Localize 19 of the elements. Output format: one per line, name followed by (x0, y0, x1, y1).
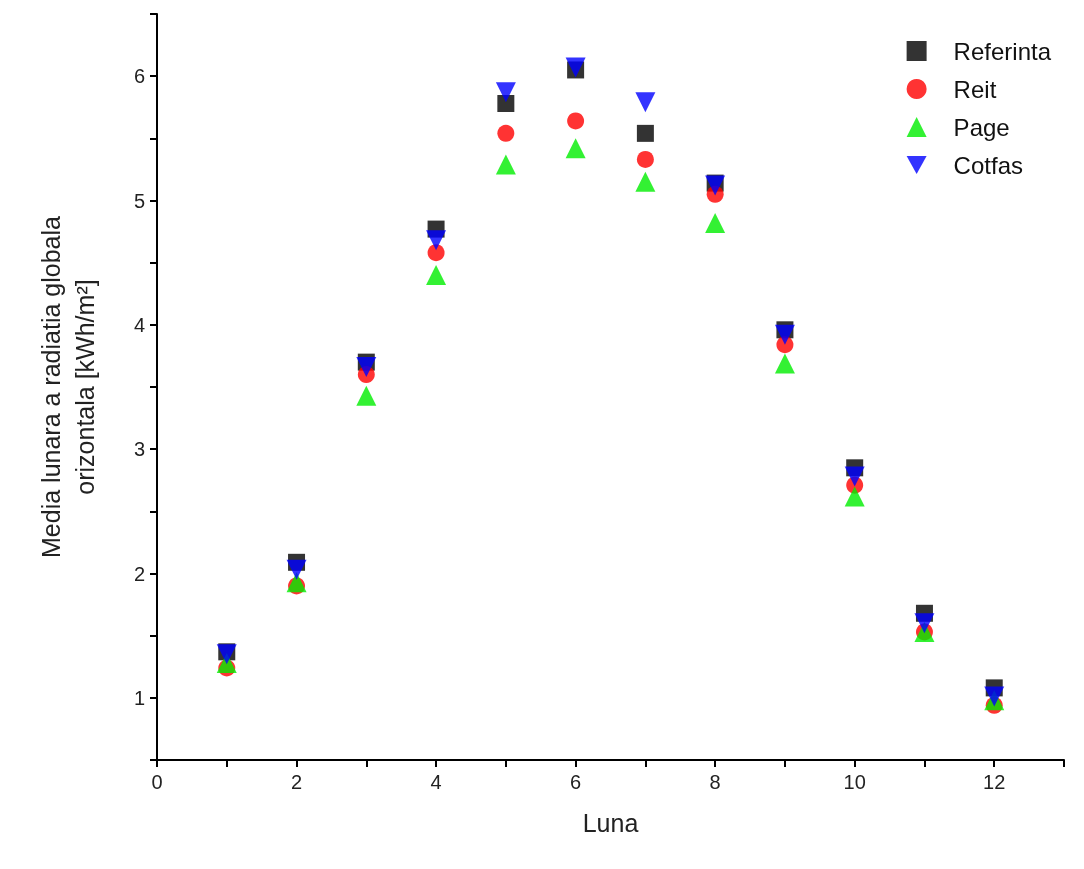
x-tick-label: 10 (843, 771, 866, 793)
legend-label: Page (953, 113, 1010, 141)
y-tick-label: 4 (133, 313, 145, 336)
y-axis-title: Media lunara a radiatia globala orizontala [kWh/m²] (37, 215, 99, 558)
legend-label: Cotfas (953, 151, 1023, 179)
y-tick-label: 2 (133, 562, 145, 585)
y-tick-label: 6 (133, 65, 145, 88)
x-tick-label: 0 (151, 771, 163, 793)
legend-label: Reit (953, 75, 997, 103)
x-axis-title: Luna (582, 808, 639, 837)
y-tick-label: 5 (133, 189, 145, 212)
x-tick-label: 12 (983, 771, 1006, 793)
x-tick-label: 4 (430, 771, 442, 793)
y-tick-label: 3 (133, 438, 145, 461)
y-tick-label: 1 (133, 686, 145, 709)
x-tick-label: 6 (570, 771, 582, 793)
x-tick-label: 8 (709, 771, 721, 793)
x-tick-label: 2 (290, 771, 303, 793)
legend-label: Referinta (953, 37, 1052, 65)
